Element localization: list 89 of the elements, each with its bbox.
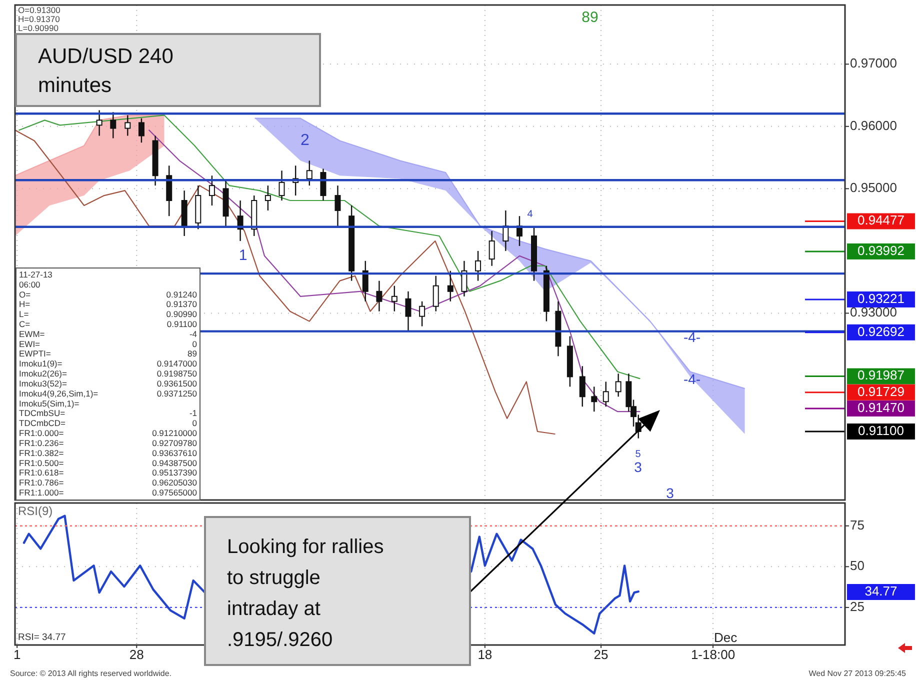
text: FR1:0.000= 0.91210000: [19, 428, 197, 438]
candlestick: [475, 250, 482, 282]
candlestick: [591, 386, 598, 412]
annotation: 3: [666, 485, 674, 501]
annotation: 4: [527, 209, 534, 220]
y-tick-label: 50: [850, 558, 864, 574]
candlestick: [602, 381, 609, 408]
y-tick-label: 0.97000: [850, 56, 897, 71]
text: EWI= 0: [19, 338, 197, 349]
ref-line-label: 0.92692: [858, 324, 904, 339]
text: FR1:0.500= 0.94387500: [19, 458, 197, 468]
y-tick-label: 25: [850, 598, 864, 614]
annotation: 2: [300, 132, 310, 149]
candlestick: [447, 270, 454, 302]
candlestick: [376, 280, 382, 312]
annotation: 3: [634, 459, 642, 475]
text: FR1:0.236= 0.92709780: [19, 438, 197, 448]
text: O= 0.91240: [19, 289, 197, 300]
y-tick-label: 0.93000: [850, 304, 897, 320]
text: FR1:1.000= 0.97565000: [19, 488, 197, 498]
candlestick: [208, 175, 215, 206]
annotation: O=0.91300: [18, 5, 61, 15]
candlestick: [615, 373, 622, 398]
candlestick: [461, 260, 468, 297]
annotation: RSI= 34.77: [18, 632, 66, 643]
text: FR1:0.786= 0.96205030: [19, 478, 197, 488]
text: TDCmbCD= 0: [19, 418, 197, 428]
candlestick: [391, 285, 398, 312]
text: EWPTI= 89: [19, 348, 197, 359]
candlestick: [432, 275, 439, 312]
candlestick: [334, 184, 341, 227]
candlestick: [320, 168, 326, 202]
text: FR1:0.382= 0.93637610: [19, 448, 197, 458]
text: EWM= -4: [19, 328, 197, 339]
text: L= 0.90990: [19, 309, 197, 320]
candlestick: [362, 260, 368, 302]
annotation: -4-: [683, 329, 701, 345]
candlestick: [405, 290, 412, 332]
ref-line-label: 0.91729: [858, 384, 904, 399]
text: Wed Nov 27 2013 09:25:45: [808, 669, 907, 678]
ref-line-label: 0.93992: [858, 242, 904, 258]
source-note: Source: © 2013 All rights reserved worldwide.: [10, 669, 172, 678]
annotation: 5: [635, 449, 642, 460]
annotation: -4-: [683, 371, 701, 387]
annotation: Looking for rallies to struggle intraday at .9195/.9260: [227, 536, 384, 651]
candlestick: [124, 114, 131, 136]
ref-line-label: 0.91987: [858, 368, 904, 383]
ref-line-label: 0.91100: [858, 422, 904, 438]
annotation: 06:00: [19, 279, 41, 290]
annotation: Imoku5(Sim,1)=: [19, 398, 80, 408]
annotation: L=0.90990: [18, 23, 59, 33]
annotation: Dec: [714, 630, 738, 645]
annotation: 89: [582, 9, 598, 26]
candlestick: [110, 111, 116, 139]
annotation: 1: [238, 247, 248, 264]
text: Imoku1(9)= 0.9147000: [19, 358, 197, 369]
x-tick-label: 18: [478, 647, 492, 662]
x-tick-label: 28: [129, 647, 144, 662]
candlestick: [96, 110, 102, 136]
candlestick: [278, 170, 285, 202]
candlestick: [306, 160, 312, 186]
text: C= 0.91100: [19, 319, 197, 329]
line-series: [14, 130, 556, 435]
ref-line-label: 0.91470: [858, 400, 904, 415]
x-tick-label: 1-18:00: [690, 647, 736, 662]
text: 34.77: [864, 583, 898, 598]
candlestick: [488, 230, 495, 266]
ref-line-label: 0.94477: [858, 212, 904, 228]
text: Imoku3(52)= 0.9361500: [19, 378, 197, 388]
x-tick-label: 25: [594, 647, 608, 662]
candlestick: [579, 366, 586, 408]
text: H= 0.91370: [19, 299, 197, 310]
text: Imoku2(26)= 0.9198750: [19, 368, 197, 379]
line-series: [18, 114, 640, 380]
candlestick: [138, 118, 144, 144]
chart-title: RSI(9): [18, 504, 53, 518]
text: TDCmbSU= -1: [19, 408, 197, 418]
ref-line-label: 0.93221: [858, 290, 904, 306]
candlestick: [264, 184, 271, 212]
y-tick-label: 0.95000: [850, 180, 897, 196]
x-tick-label: 1: [13, 647, 21, 662]
text: AUD/USD 240 minutes: [38, 45, 174, 97]
annotation: 11-27-13: [19, 269, 53, 280]
annotation: H=0.91370: [18, 14, 60, 24]
text: Imoku4(9,26,Sim,1)= 0.9371250: [19, 388, 197, 398]
text: FR1:0.618= 0.95137390: [19, 468, 197, 478]
y-tick-label: 0.96000: [850, 118, 897, 133]
candlestick: [419, 300, 426, 327]
y-tick-label: 75: [850, 517, 864, 532]
